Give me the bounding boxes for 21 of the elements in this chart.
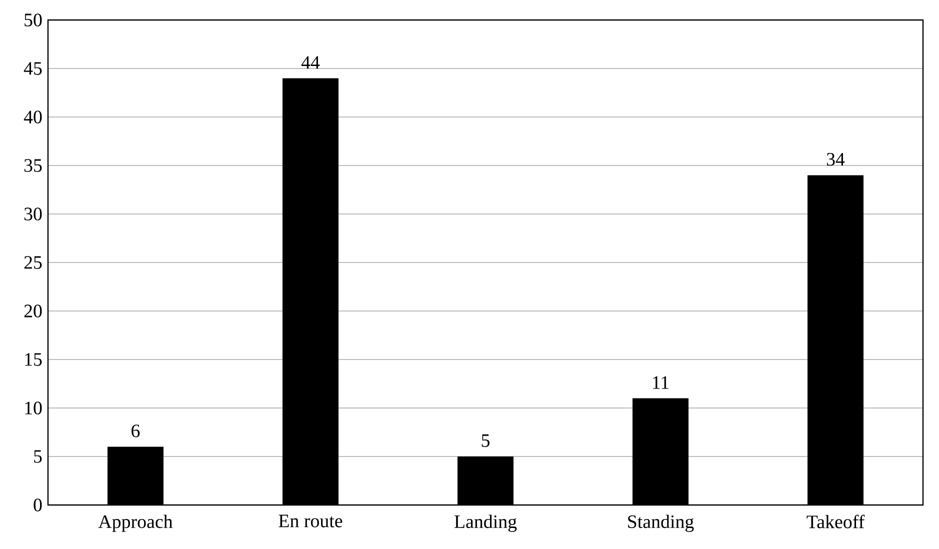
data-label: 44 xyxy=(301,56,320,69)
y-tick-label: 25 xyxy=(24,256,42,269)
y-tick-label: 40 xyxy=(24,110,42,124)
y-tick-label: 0 xyxy=(34,498,42,512)
y-tick-label: 15 xyxy=(25,353,42,366)
data-label: 11 xyxy=(653,376,668,389)
y-tick-label: 35 xyxy=(24,159,42,172)
y-tick-label: 45 xyxy=(24,62,42,75)
y-tick-label: 5 xyxy=(34,450,42,463)
x-tick-label: Standing xyxy=(628,514,694,532)
data-label: 34 xyxy=(826,152,845,166)
x-tick-label: Landing xyxy=(454,514,517,532)
x-tick-label: Approach xyxy=(98,514,173,532)
x-tick-label: En route xyxy=(278,514,342,528)
y-tick-label: 20 xyxy=(24,304,42,318)
data-label: 5 xyxy=(482,434,490,447)
y-tick-label: 50 xyxy=(24,14,42,26)
y-tick-label: 30 xyxy=(24,208,42,220)
data-label: 6 xyxy=(132,424,140,438)
x-tick-label: Takeoff xyxy=(806,514,865,528)
y-tick-label: 10 xyxy=(25,402,42,414)
